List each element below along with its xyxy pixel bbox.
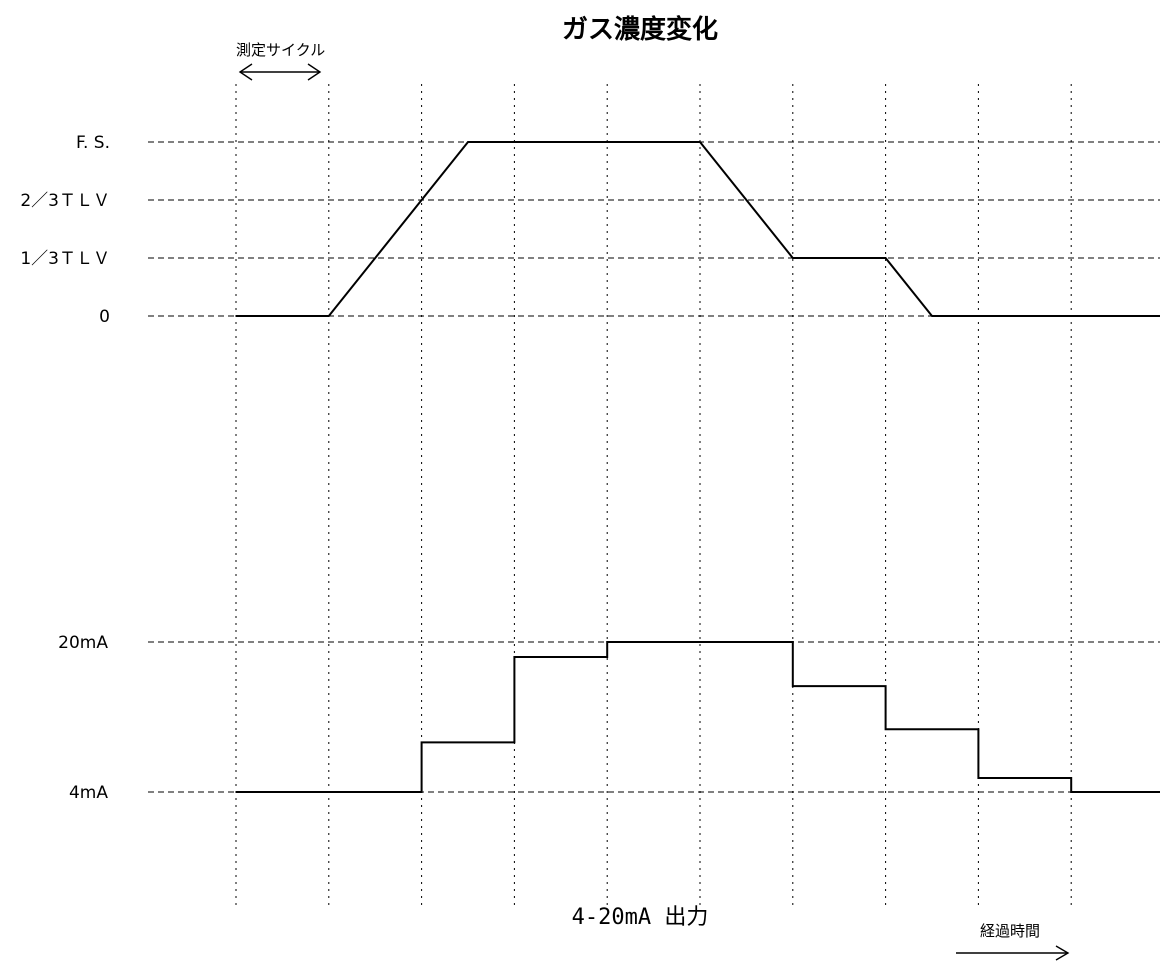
level-gridlines <box>148 141 1160 793</box>
chart-title: ガス濃度変化 <box>562 14 718 45</box>
current-label: 4mA <box>69 783 108 803</box>
output-label: 4-20mA 出力 <box>572 905 709 930</box>
elapsed-time-arrow <box>956 945 1070 961</box>
elapsed-time-label: 経過時間 <box>980 922 1040 940</box>
measurement-cycle-label: 測定サイクル <box>236 41 325 59</box>
level-label: 2／3ＴＬＶ <box>20 191 110 211</box>
output-level-labels: 20mA 4mA <box>58 633 108 803</box>
gas-concentration-curve <box>236 141 1160 317</box>
output-current-curve <box>236 641 1160 793</box>
concentration-level-labels: F. S. 2／3ＴＬＶ 1／3ＴＬＶ 0 <box>20 133 110 327</box>
level-label: 1／3ＴＬＶ <box>20 249 110 269</box>
cycle-gridlines <box>235 84 1072 905</box>
current-label: 20mA <box>58 633 108 653</box>
level-label: F. S. <box>76 133 110 153</box>
level-label: 0 <box>99 307 110 327</box>
measurement-cycle-arrow <box>238 63 322 81</box>
